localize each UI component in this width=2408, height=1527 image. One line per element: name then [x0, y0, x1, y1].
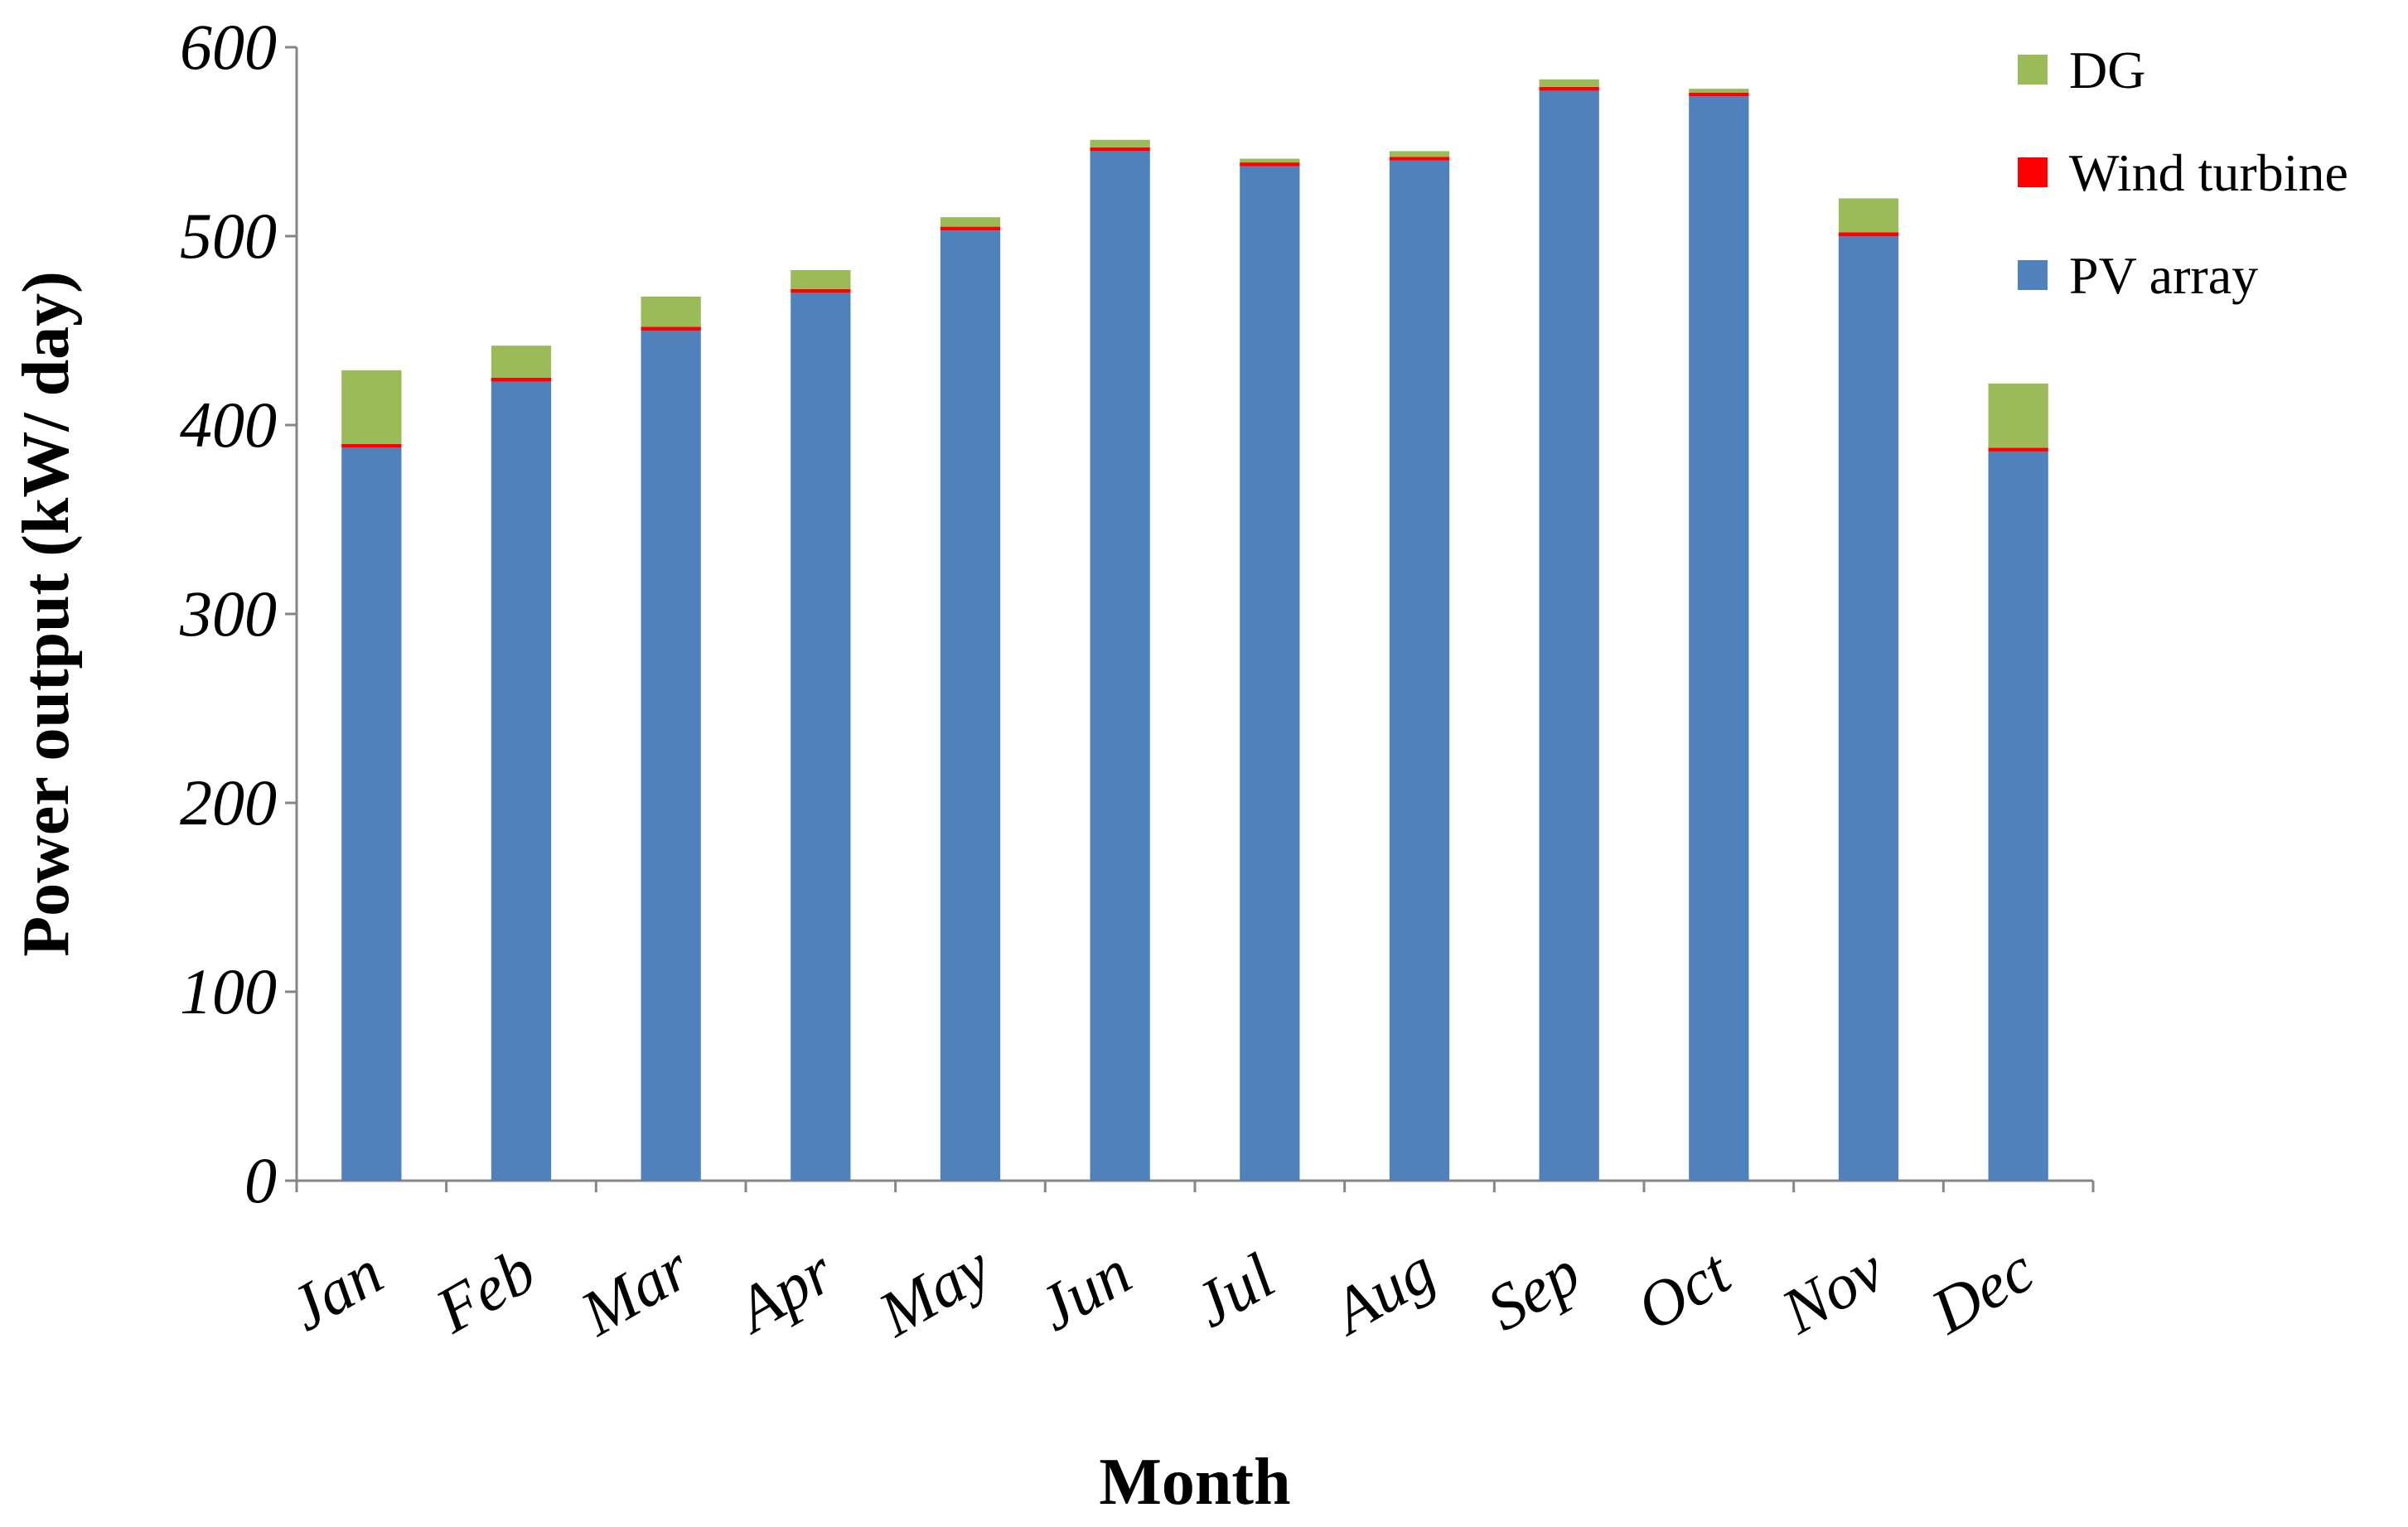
bar-segment [491, 378, 552, 382]
bar-segment [1838, 236, 1899, 1181]
bar-segment [1539, 79, 1599, 87]
bar-segment [791, 270, 851, 289]
x-axis-title: Month [1099, 1446, 1290, 1519]
bar-segment [1988, 383, 2048, 448]
bar-segment [940, 217, 1001, 227]
x-tick-label: Nov [1769, 1233, 1897, 1348]
bar-segment [1988, 447, 2048, 452]
bar-segment [1838, 198, 1899, 233]
bar-segment [341, 370, 402, 444]
x-tick-label: Jan [278, 1235, 394, 1345]
y-tick-label: 100 [180, 955, 277, 1027]
bar-segment [1689, 96, 1749, 1181]
legend-swatch [2018, 55, 2048, 85]
bar-segment [1539, 90, 1599, 1181]
bar-segment [1389, 151, 1450, 157]
bar-segment [940, 230, 1001, 1181]
bar-segment [641, 331, 701, 1181]
legend-label: PV array [2069, 246, 2258, 305]
y-tick-label: 0 [244, 1144, 277, 1216]
x-tick-label: Mar [568, 1230, 702, 1349]
x-tick-label: Jul [1182, 1239, 1286, 1341]
legend-swatch [2018, 157, 2048, 187]
x-tick-label: Oct [1625, 1235, 1743, 1345]
x-tick-label: Apr [721, 1235, 845, 1348]
bar-segment [791, 292, 851, 1181]
bar-segment [1090, 151, 1150, 1181]
y-tick-label: 400 [180, 389, 277, 461]
bar-segment [1988, 451, 2048, 1181]
x-tick-label: May [866, 1230, 1003, 1351]
bar-segment [1838, 232, 1899, 236]
bar-segment [1240, 158, 1300, 163]
bar-segment [341, 443, 402, 448]
bar-segment [1539, 86, 1599, 91]
x-tick-label: Sep [1475, 1235, 1592, 1345]
y-axis-title: Power output (kW/ day) [10, 271, 83, 956]
bar-segment [1240, 162, 1300, 167]
legend-label: Wind turbine [2069, 143, 2348, 202]
bar-segment [641, 296, 701, 327]
bar-segment [1389, 157, 1450, 161]
y-tick-label: 200 [180, 766, 277, 838]
x-tick-label: Jun [1026, 1235, 1143, 1345]
bar-segment [1689, 92, 1749, 97]
bar-segment [1389, 160, 1450, 1181]
x-tick-label: Aug [1317, 1233, 1447, 1350]
legend-label: DG [2069, 41, 2145, 99]
y-tick-label: 500 [180, 200, 277, 272]
bar-segment [491, 346, 552, 378]
bar-segment [1240, 166, 1300, 1181]
y-tick-label: 600 [180, 11, 277, 83]
y-tick-label: 300 [179, 577, 277, 650]
bar-segment [1090, 139, 1150, 147]
bar-segment [1689, 89, 1749, 93]
x-tick-label: Dec [1918, 1233, 2045, 1348]
bar-segment [791, 288, 851, 293]
bar-segment [1090, 147, 1150, 152]
bar-segment [491, 381, 552, 1181]
bar-segment [641, 326, 701, 331]
bar-segment [341, 447, 402, 1181]
legend-swatch [2018, 260, 2048, 290]
x-tick-label: Feb [423, 1234, 547, 1346]
bar-segment [940, 226, 1001, 231]
